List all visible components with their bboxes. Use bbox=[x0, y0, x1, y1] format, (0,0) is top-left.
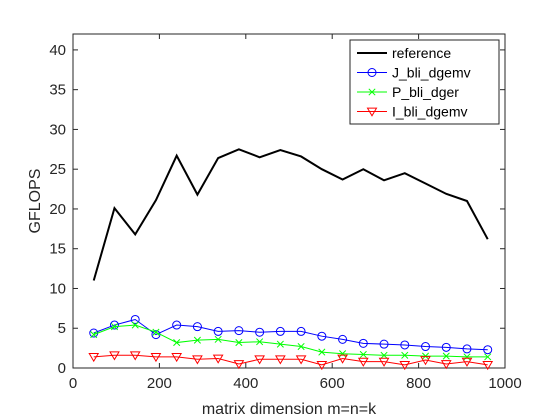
data-point-J_bli_dgemv bbox=[358, 338, 368, 348]
x-tick-label: 600 bbox=[320, 375, 345, 392]
legend-entry-J_bli_dgemv: J_bli_dgemv bbox=[357, 65, 471, 81]
data-point-I_bli_dgemv bbox=[129, 351, 141, 361]
data-point-I_bli_dgemv bbox=[192, 355, 203, 365]
legend-label-P_bli_dger: P_bli_dger bbox=[392, 84, 459, 100]
data-point-P_bli_dger bbox=[235, 338, 243, 347]
data-point-P_bli_dger bbox=[442, 352, 450, 360]
data-point-P_bli_dger bbox=[173, 338, 181, 347]
data-point-J_bli_dgemv bbox=[255, 327, 265, 337]
data-point-J_bli_dgemv bbox=[317, 331, 327, 341]
y-axis-title: GFLOPS bbox=[27, 169, 44, 234]
legend-marker-I_bli_dgemv bbox=[366, 107, 378, 117]
data-point-P_bli_dger bbox=[318, 348, 326, 356]
data-point-P_bli_dger bbox=[256, 338, 264, 346]
x-tick-label: 800 bbox=[406, 375, 431, 392]
legend-label-I_bli_dgemv: I_bli_dgemv bbox=[392, 104, 468, 120]
data-point-P_bli_dger bbox=[401, 351, 409, 359]
data-point-J_bli_dgemv bbox=[192, 322, 202, 332]
data-point-J_bli_dgemv bbox=[421, 342, 431, 352]
data-point-J_bli_dgemv bbox=[213, 326, 223, 336]
legend-marker-P_bli_dger bbox=[368, 88, 376, 96]
data-point-J_bli_dgemv bbox=[483, 345, 493, 355]
x-tick-label: 1000 bbox=[488, 375, 521, 392]
data-point-P_bli_dger bbox=[276, 340, 284, 348]
data-point-I_bli_dgemv bbox=[461, 357, 473, 367]
legend-label-reference: reference bbox=[392, 45, 451, 61]
series-line-I_bli_dgemv bbox=[93, 354, 488, 366]
data-point-P_bli_dger bbox=[90, 331, 98, 339]
x-tick-label: 0 bbox=[69, 375, 77, 392]
data-point-I_bli_dgemv bbox=[316, 360, 328, 371]
data-point-I_bli_dgemv bbox=[399, 360, 411, 371]
legend-label-J_bli_dgemv: J_bli_dgemv bbox=[392, 65, 471, 81]
data-point-I_bli_dgemv bbox=[171, 352, 183, 363]
data-point-I_bli_dgemv bbox=[440, 360, 452, 370]
data-point-P_bli_dger bbox=[463, 353, 471, 361]
legend-entry-I_bli_dgemv: I_bli_dgemv bbox=[357, 104, 468, 120]
y-tick-label: 10 bbox=[49, 280, 66, 297]
data-point-J_bli_dgemv bbox=[338, 334, 348, 344]
data-point-P_bli_dger bbox=[297, 342, 305, 351]
data-point-I_bli_dgemv bbox=[233, 360, 245, 370]
y-tick-label: 5 bbox=[58, 320, 66, 337]
y-tick-label: 40 bbox=[49, 42, 66, 59]
y-tick-label: 20 bbox=[49, 201, 66, 218]
data-point-I_bli_dgemv bbox=[109, 351, 120, 361]
data-point-J_bli_dgemv bbox=[441, 342, 451, 352]
series-I_bli_dgemv bbox=[88, 351, 494, 371]
data-point-J_bli_dgemv bbox=[109, 320, 119, 330]
data-point-P_bli_dger bbox=[193, 336, 201, 344]
data-point-P_bli_dger bbox=[214, 335, 222, 343]
data-point-I_bli_dgemv bbox=[254, 355, 265, 365]
data-point-P_bli_dger bbox=[152, 328, 160, 336]
legend-marker-J_bli_dgemv bbox=[367, 68, 377, 77]
data-point-P_bli_dger bbox=[359, 350, 367, 359]
data-point-P_bli_dger bbox=[380, 351, 388, 359]
y-axis-ticks: 0 5 10 15 20 25 30 35 40 bbox=[49, 42, 505, 377]
data-point-J_bli_dgemv bbox=[400, 340, 410, 350]
data-point-I_bli_dgemv bbox=[88, 352, 100, 363]
y-tick-label: 30 bbox=[49, 121, 66, 138]
data-point-P_bli_dger bbox=[131, 321, 139, 329]
data-point-I_bli_dgemv bbox=[150, 352, 162, 363]
data-point-I_bli_dgemv bbox=[337, 354, 348, 364]
x-tick-label: 400 bbox=[233, 375, 258, 392]
data-point-P_bli_dger bbox=[421, 352, 430, 360]
data-point-I_bli_dgemv bbox=[274, 355, 286, 365]
data-point-J_bli_dgemv bbox=[130, 314, 140, 324]
data-point-P_bli_dger bbox=[484, 353, 492, 361]
x-axis-title: matrix dimension m=n=k bbox=[202, 401, 377, 418]
legend-entry-P_bli_dger: P_bli_dger bbox=[357, 84, 459, 100]
x-tick-label: 200 bbox=[147, 375, 172, 392]
legend: reference J_bli_dgemv P_bli_dger I_bli_dgem… bbox=[349, 39, 500, 125]
y-tick-label: 0 bbox=[58, 360, 66, 377]
series-reference bbox=[92, 148, 489, 281]
data-point-I_bli_dgemv bbox=[295, 355, 307, 365]
data-point-J_bli_dgemv bbox=[275, 326, 285, 336]
data-point-P_bli_dger bbox=[339, 350, 347, 358]
y-tick-label: 35 bbox=[49, 82, 66, 99]
data-point-I_bli_dgemv bbox=[357, 357, 369, 367]
data-point-J_bli_dgemv bbox=[296, 326, 306, 336]
series-P_bli_dger bbox=[90, 321, 492, 361]
legend-entry-reference: reference bbox=[357, 45, 451, 61]
data-point-I_bli_dgemv bbox=[482, 360, 494, 371]
y-tick-label: 15 bbox=[49, 241, 66, 258]
data-point-J_bli_dgemv bbox=[462, 344, 472, 354]
series-J_bli_dgemv bbox=[89, 314, 493, 355]
data-point-J_bli_dgemv bbox=[234, 326, 244, 336]
series-layer bbox=[88, 148, 494, 371]
data-point-I_bli_dgemv bbox=[212, 354, 224, 364]
data-point-P_bli_dger bbox=[110, 323, 119, 331]
y-tick-label: 25 bbox=[49, 161, 66, 178]
data-point-I_bli_dgemv bbox=[378, 357, 390, 367]
data-point-J_bli_dgemv bbox=[172, 320, 182, 330]
data-point-I_bli_dgemv bbox=[420, 356, 431, 366]
series-line-P_bli_dger bbox=[93, 324, 488, 358]
data-point-J_bli_dgemv bbox=[379, 339, 389, 349]
x-axis-ticks: 0 200 400 600 800 1000 bbox=[69, 34, 522, 392]
series-line-reference bbox=[92, 148, 489, 281]
